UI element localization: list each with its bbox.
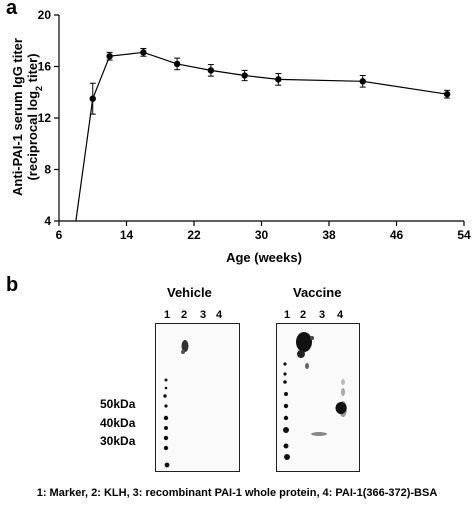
data-marks (75, 47, 451, 222)
line-chart: Anti-PAI-1 serum IgG titer (reciprocal l… (10, 8, 471, 265)
figure-caption: 1: Marker, 2: KLH, 3: recombinant PAI-1 … (36, 487, 438, 499)
vehicle-lane-3: 3 (200, 309, 207, 321)
data-point (241, 72, 248, 79)
marker-label-30kda: 30kDa (100, 434, 136, 448)
vaccine-blot-bands (283, 332, 347, 460)
y-tick-label: 20 (38, 8, 52, 22)
marker-label-50kda: 50kDa (100, 397, 136, 411)
vehicle-blot-image (155, 323, 240, 472)
x-axis-title: Age (weeks) (226, 250, 302, 265)
vehicle-lane-2: 2 (181, 309, 188, 321)
y-axis-title-line2: (reciprocal log2 titer) (25, 53, 44, 180)
data-point (207, 67, 215, 74)
x-tick-label: 14 (120, 228, 134, 242)
vehicle-lane-1: 1 (164, 309, 171, 321)
axes: 4 8 12 16 20 6 14 22 30 38 46 54 (38, 8, 471, 242)
vaccine-blot-image (276, 323, 360, 472)
vehicle-lane-4: 4 (216, 309, 223, 321)
data-point (275, 76, 282, 83)
x-tick-label: 38 (322, 228, 336, 242)
vaccine-blot-title: Vaccine (293, 285, 342, 300)
marker-label-40kda: 40kDa (100, 416, 136, 430)
data-point (89, 95, 96, 102)
y-tick-label: 16 (38, 60, 52, 74)
x-tick-label: 30 (255, 228, 269, 242)
x-tick-label: 54 (457, 228, 471, 242)
data-point (443, 90, 451, 98)
vehicle-blot-title: Vehicle (167, 285, 212, 300)
data-point (140, 49, 147, 56)
panel-a-label: a (6, 0, 18, 19)
x-tick-label: 22 (187, 228, 201, 242)
panel-b-label: b (6, 274, 19, 296)
series-line (75, 51, 448, 222)
y-axis-title-line1: Anti-PAI-1 serum IgG titer (10, 38, 25, 196)
data-point (359, 78, 366, 85)
x-tick-label: 6 (56, 228, 63, 242)
data-point (106, 53, 113, 60)
vaccine-lane-1: 1 (284, 309, 291, 321)
vaccine-lane-3: 3 (319, 309, 326, 321)
vehicle-blot-bands (163, 340, 189, 468)
y-tick-label: 12 (38, 111, 52, 125)
x-tick-label: 46 (390, 228, 404, 242)
y-tick-label: 8 (44, 163, 51, 177)
vaccine-lane-4: 4 (337, 309, 344, 321)
y-axis-title: Anti-PAI-1 serum IgG titer (reciprocal l… (10, 38, 44, 196)
y-tick-label: 4 (44, 214, 51, 228)
data-point (173, 60, 181, 68)
vaccine-lane-2: 2 (300, 309, 307, 321)
